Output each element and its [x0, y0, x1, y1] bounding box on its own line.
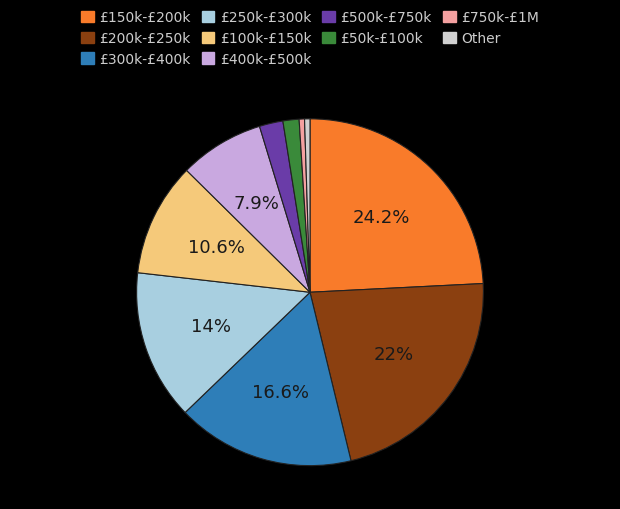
Wedge shape: [310, 120, 483, 293]
Wedge shape: [310, 284, 484, 461]
Text: 24.2%: 24.2%: [353, 209, 410, 227]
Wedge shape: [283, 120, 310, 293]
Wedge shape: [136, 273, 310, 413]
Wedge shape: [187, 127, 310, 293]
Text: 7.9%: 7.9%: [233, 195, 279, 213]
Wedge shape: [299, 120, 310, 293]
Text: 10.6%: 10.6%: [188, 239, 244, 257]
Text: 22%: 22%: [373, 346, 414, 364]
Wedge shape: [138, 171, 310, 293]
Wedge shape: [185, 293, 351, 466]
Legend: £150k-£200k, £200k-£250k, £300k-£400k, £250k-£300k, £100k-£150k, £400k-£500k, £5: £150k-£200k, £200k-£250k, £300k-£400k, £…: [77, 7, 543, 71]
Text: 16.6%: 16.6%: [252, 383, 309, 402]
Wedge shape: [304, 120, 310, 293]
Wedge shape: [260, 122, 310, 293]
Text: 14%: 14%: [192, 317, 231, 335]
